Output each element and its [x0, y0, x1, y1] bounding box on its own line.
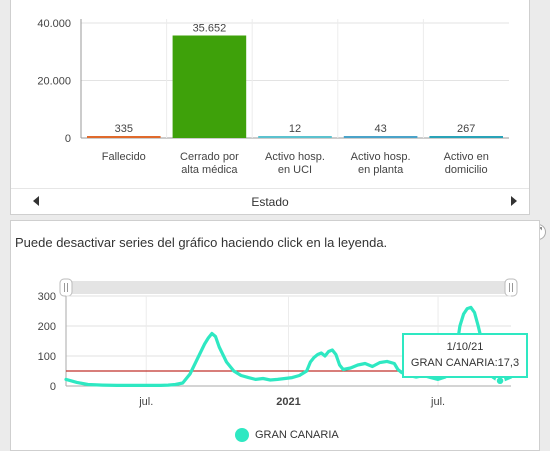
y-tick-label: 0 [50, 381, 56, 393]
status-bar-chart: 0 20.000 40.000 335 Fallecido 35.652 Cerrado p… [37, 18, 509, 176]
y-tick-label: 40.000 [37, 18, 71, 30]
series-line-gran-canaria [64, 305, 513, 387]
category-label: domicilio [445, 164, 488, 176]
y-tick-label: 20.000 [37, 76, 71, 88]
category-label: en planta [358, 164, 404, 176]
tooltip-point [495, 376, 505, 386]
x-axis-title: Estado [251, 195, 289, 209]
bar-4 [429, 136, 503, 138]
tooltip-value: GRAN CANARIA:17,3 [410, 357, 520, 369]
bar-value-label: 43 [374, 123, 386, 135]
x-tick-label: jul. [138, 396, 153, 408]
chevron-left-icon[interactable] [33, 196, 39, 206]
legend-item-gran-canaria[interactable]: GRAN CANARIA [235, 428, 339, 442]
chart-hint-text: Puede desactivar series del gráfico haci… [15, 235, 388, 250]
chevron-right-icon[interactable] [511, 196, 517, 206]
category-label: alta médica [181, 164, 238, 176]
category-label: Activo hosp. [265, 151, 325, 163]
y-tick-label: 200 [38, 321, 56, 333]
bar-value-label: 12 [289, 123, 301, 135]
slider-right-handle-icon[interactable] [504, 278, 518, 297]
range-scrollbar [66, 281, 511, 294]
x-tick-label: 2021 [276, 396, 300, 408]
status-chart-panel: 0 20.000 40.000 335 Fallecido 35.652 Cerrado p… [10, 0, 530, 215]
timeline-chart-panel: Puede desactivar series del gráfico haci… [10, 220, 540, 451]
data-tooltip: 1/10/21 GRAN CANARIA:17,3 [402, 333, 528, 378]
category-label: Activo hosp. [351, 151, 411, 163]
y-tick-label: 0 [65, 133, 71, 145]
y-tick-label: 300 [38, 291, 56, 303]
bar-1 [172, 35, 247, 138]
category-label: Cerrado por [180, 151, 239, 163]
legend-swatch [235, 428, 249, 442]
bar-value-label: 335 [115, 123, 133, 135]
category-label: en UCI [278, 164, 312, 176]
tooltip-date: 1/10/21 [446, 341, 484, 353]
category-label: Activo en [444, 151, 489, 163]
bar-value-label: 35.652 [193, 23, 227, 35]
bar-3 [343, 136, 418, 138]
legend-label: GRAN CANARIA [255, 429, 339, 441]
x-tick-label: jul. [430, 396, 445, 408]
slider-left-handle-icon[interactable] [59, 278, 73, 297]
category-label: Fallecido [102, 151, 146, 163]
category-nav: Estado [11, 188, 529, 215]
bar-value-label: 267 [457, 123, 475, 135]
bar-0 [87, 136, 161, 138]
bar-2 [258, 136, 332, 138]
y-tick-label: 100 [38, 351, 56, 363]
timeline-line-chart: 0 100 200 300 jul. 2021 jul. [38, 278, 518, 408]
